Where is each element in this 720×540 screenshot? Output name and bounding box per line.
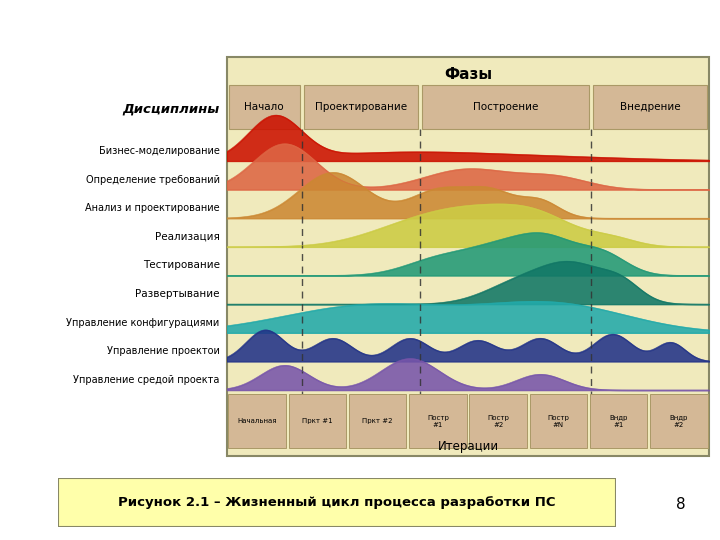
Text: Начальная: Начальная xyxy=(237,418,276,424)
FancyBboxPatch shape xyxy=(422,85,589,129)
Text: Вндр
#1: Вндр #1 xyxy=(610,415,628,428)
Text: Дисциплины: Дисциплины xyxy=(122,102,220,115)
Text: Реализация: Реализация xyxy=(155,232,220,242)
FancyBboxPatch shape xyxy=(58,478,616,526)
Text: Определение требований: Определение требований xyxy=(86,174,220,185)
Text: Анализ и проектирование: Анализ и проектирование xyxy=(85,203,220,213)
FancyBboxPatch shape xyxy=(469,394,527,448)
FancyBboxPatch shape xyxy=(227,57,709,456)
Text: Пркт #2: Пркт #2 xyxy=(362,418,393,424)
Text: Постр
#1: Постр #1 xyxy=(427,415,449,428)
FancyBboxPatch shape xyxy=(229,85,300,129)
Text: Управление средой проекта: Управление средой проекта xyxy=(73,375,220,385)
FancyBboxPatch shape xyxy=(409,394,467,448)
Text: Рисунок 2.1 – Жизненный цикл процесса разработки ПС: Рисунок 2.1 – Жизненный цикл процесса ра… xyxy=(118,496,555,509)
Text: Постр
#2: Постр #2 xyxy=(487,415,509,428)
Text: Пркт #1: Пркт #1 xyxy=(302,418,333,424)
FancyBboxPatch shape xyxy=(530,394,587,448)
FancyBboxPatch shape xyxy=(590,394,647,448)
FancyBboxPatch shape xyxy=(593,85,707,129)
FancyBboxPatch shape xyxy=(349,394,406,448)
Text: Вндр
#2: Вндр #2 xyxy=(670,415,688,428)
Text: Внедрение: Внедрение xyxy=(620,102,680,112)
Text: Тестирование: Тестирование xyxy=(143,260,220,271)
FancyBboxPatch shape xyxy=(228,394,286,448)
Text: Итерации: Итерации xyxy=(438,440,498,453)
Text: Построение: Построение xyxy=(473,102,538,112)
Text: Начало: Начало xyxy=(244,102,284,112)
FancyBboxPatch shape xyxy=(289,394,346,448)
FancyBboxPatch shape xyxy=(304,85,418,129)
FancyBboxPatch shape xyxy=(650,394,708,448)
Text: Развертывание: Развертывание xyxy=(135,289,220,299)
Text: Управление конфигурациями: Управление конфигурациями xyxy=(66,318,220,328)
Text: Проектирование: Проектирование xyxy=(315,102,407,112)
Text: 8: 8 xyxy=(675,497,685,512)
Text: Постр
#N: Постр #N xyxy=(547,415,570,428)
Text: Бизнес-моделирование: Бизнес-моделирование xyxy=(99,146,220,156)
Text: Управление проектои: Управление проектои xyxy=(107,346,220,356)
Text: Фазы: Фазы xyxy=(444,66,492,82)
